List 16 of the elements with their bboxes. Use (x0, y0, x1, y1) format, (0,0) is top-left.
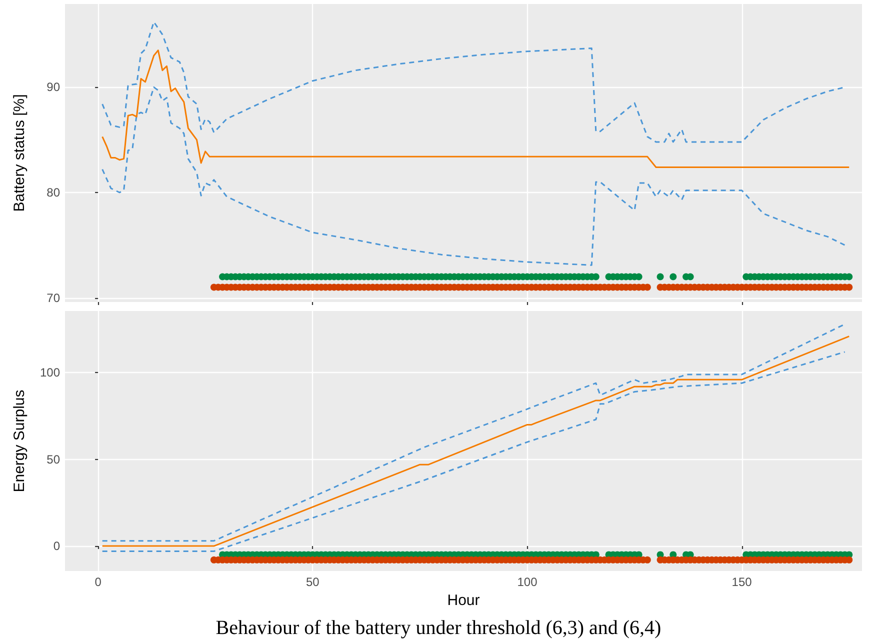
y-tick-label: 80 (46, 185, 60, 200)
y-tick-label: 100 (40, 366, 60, 380)
x-tick-label: 50 (306, 575, 320, 589)
x-tick-label: 0 (94, 575, 102, 589)
y-axis-title: Energy Surplus (11, 390, 28, 492)
y-tick-label: 0 (53, 539, 60, 554)
x-axis-title: Hour (447, 592, 480, 609)
line-series (102, 50, 850, 168)
text: Behaviour of the battery under threshold (6,3) and (6,4) (216, 617, 662, 639)
y-axis-title: Battery status [%] (11, 94, 28, 212)
y-tick-label: 50 (46, 452, 60, 466)
y-tick-label: 70 (46, 290, 60, 305)
y-tick-label: 90 (46, 80, 60, 94)
x-tick-label: 150 (732, 575, 752, 589)
line-series (102, 86, 846, 266)
x-tick-label: 100 (517, 575, 538, 589)
